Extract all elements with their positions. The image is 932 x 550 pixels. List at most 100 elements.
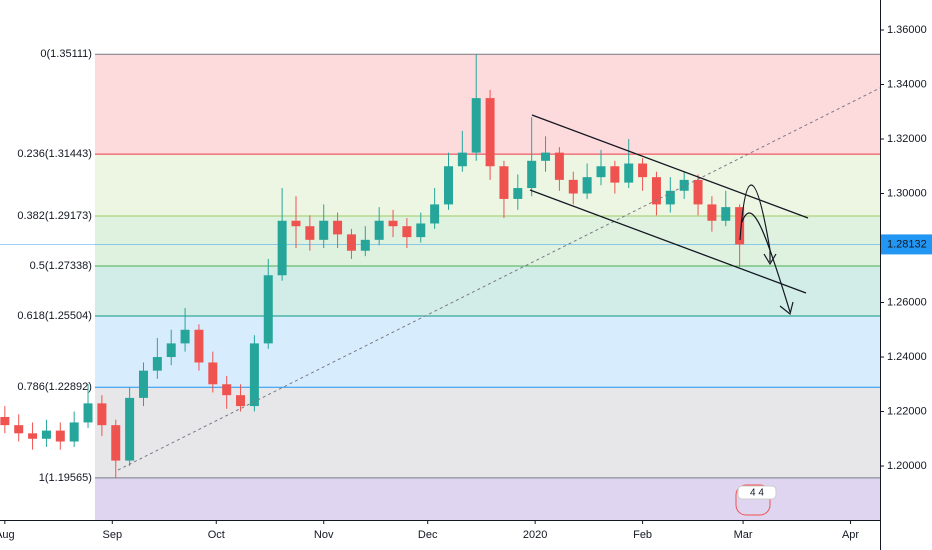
candle-body (180, 329, 190, 344)
candle-body (651, 177, 661, 205)
badge-text: 4 4 (750, 488, 764, 499)
candle-body (665, 190, 675, 205)
axes: 1.200001.220001.240001.260001.280001.300… (0, 24, 932, 541)
candle-body (305, 226, 315, 240)
fib-label: 0.236(1.31443) (17, 148, 92, 160)
candle-body (55, 430, 65, 442)
y-tick-label: 1.24000 (887, 351, 927, 363)
x-tick-label: Nov (314, 529, 334, 541)
candle-body (97, 403, 107, 426)
candle-body (208, 362, 218, 385)
candle-body (499, 166, 509, 199)
candle-body (582, 177, 592, 194)
y-tick-label: 1.20000 (887, 460, 927, 472)
fib-label: 1(1.19565) (39, 472, 92, 484)
badge-ring (735, 484, 771, 516)
y-tick-label: 1.30000 (887, 187, 927, 199)
fib-label: 0.618(1.25504) (17, 310, 92, 322)
candle-body (222, 384, 232, 396)
candle-body (693, 179, 703, 205)
fib-band (94, 387, 880, 478)
candle-body (125, 397, 135, 461)
candle-body (41, 430, 51, 439)
candle-body (554, 152, 564, 180)
x-tick-label: Mar (734, 529, 753, 541)
candle-body (707, 204, 717, 221)
fib-label: 0(1.35111) (40, 48, 92, 60)
fib-band (94, 316, 880, 388)
candle-body (388, 220, 398, 227)
candle-body (624, 163, 634, 183)
fib-label: 0.382(1.29173) (17, 210, 92, 222)
candle-body (28, 433, 38, 439)
trend-line (117, 87, 881, 471)
candle-body (430, 204, 440, 224)
candle-body (83, 403, 93, 423)
candle-body (152, 357, 162, 371)
candle-body (471, 98, 481, 153)
candle-body (416, 223, 426, 238)
candle-body (568, 179, 578, 194)
candle-body (249, 343, 259, 407)
candle-body (721, 207, 731, 221)
candle-body (541, 152, 551, 161)
candle-body (374, 220, 384, 240)
last-price-label: 1.28132 (887, 238, 927, 250)
x-tick-label: Feb (633, 529, 652, 541)
fib-label: 0.5(1.27338) (30, 260, 92, 272)
fib-label: 0.786(1.22892) (17, 381, 92, 393)
arrow-path (739, 184, 771, 262)
arrow-path (741, 212, 791, 313)
y-tick-label: 1.26000 (887, 296, 927, 308)
candle-body (443, 166, 453, 205)
last-price-tag (881, 234, 932, 255)
candle-body (346, 234, 356, 251)
badge-box (737, 485, 777, 500)
y-tick-label: 1.36000 (887, 24, 927, 36)
candle-body (679, 179, 689, 191)
candle-body (513, 188, 523, 199)
time-axis-panel (0, 520, 932, 550)
x-tick-label: 2020 (523, 529, 547, 541)
x-tick-label: Sep (103, 529, 123, 541)
candle-body (596, 166, 606, 178)
arrow-head (779, 301, 794, 316)
candle-body (14, 425, 24, 434)
candle-body (485, 98, 495, 167)
candle-body (402, 226, 412, 238)
candle-body (360, 239, 370, 251)
fib-band (94, 216, 880, 267)
candle-body (291, 220, 301, 227)
candle-body (69, 422, 79, 442)
price-axis-panel (880, 0, 932, 550)
x-tick-label: Apr (842, 529, 859, 541)
candle-body (277, 220, 287, 276)
channel-top (531, 114, 809, 219)
y-tick-label: 1.32000 (887, 133, 927, 145)
candle-body (610, 166, 620, 183)
x-tick-label: Oct (208, 529, 225, 541)
y-tick-label: 1.34000 (887, 78, 927, 90)
candle-body (0, 416, 10, 426)
candle-body (457, 152, 467, 167)
fib-band (94, 266, 880, 317)
candle-body (166, 343, 176, 358)
candle-body (236, 395, 246, 407)
badge[interactable]: 4 4 (735, 484, 777, 516)
channel-bottom (529, 189, 807, 294)
candle-body (333, 220, 343, 235)
candle-body (638, 163, 648, 178)
candle-body (263, 275, 273, 344)
price-marks (0, 54, 745, 478)
candle-body (194, 329, 204, 363)
candle-body (319, 220, 329, 240)
candle-body (527, 160, 537, 189)
x-tick-label: Aug (0, 529, 15, 541)
background: 0(1.35111) 0.236(1.31443) 0.382(1.29173) 0.… (0, 48, 880, 520)
arrow-head (763, 253, 777, 266)
y-tick-label: 1.22000 (887, 405, 927, 417)
candle-body (138, 370, 148, 398)
candle-body (111, 425, 121, 461)
drawings (117, 87, 881, 471)
